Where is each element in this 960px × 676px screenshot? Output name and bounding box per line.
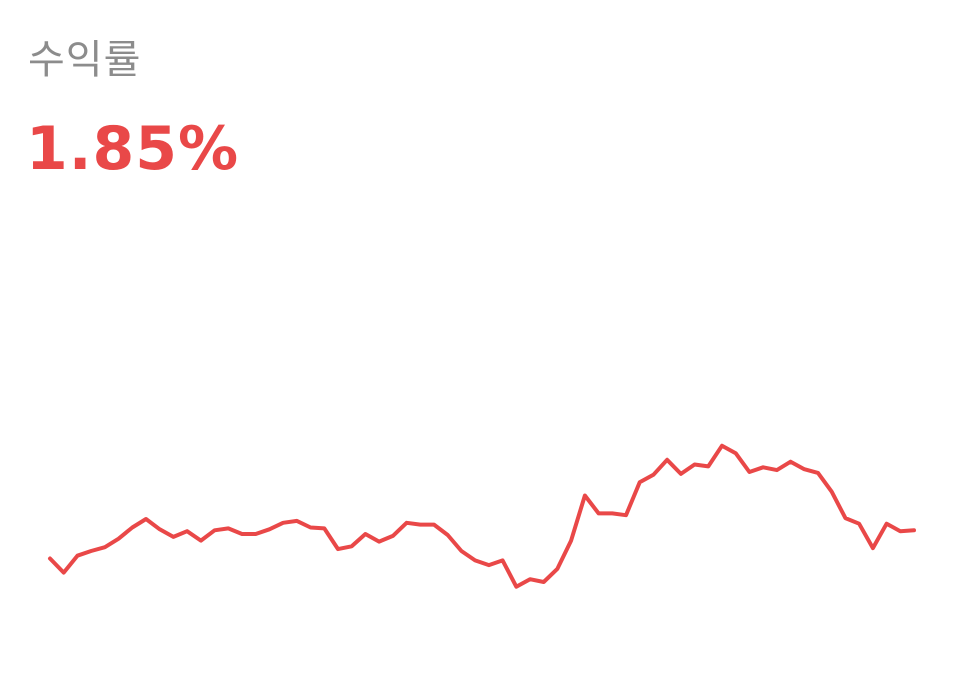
series-layer (48, 443, 916, 589)
yield-value: 1.85% (26, 114, 240, 184)
yield-label: 수익률 (28, 37, 142, 83)
series-line-0 (48, 443, 916, 589)
